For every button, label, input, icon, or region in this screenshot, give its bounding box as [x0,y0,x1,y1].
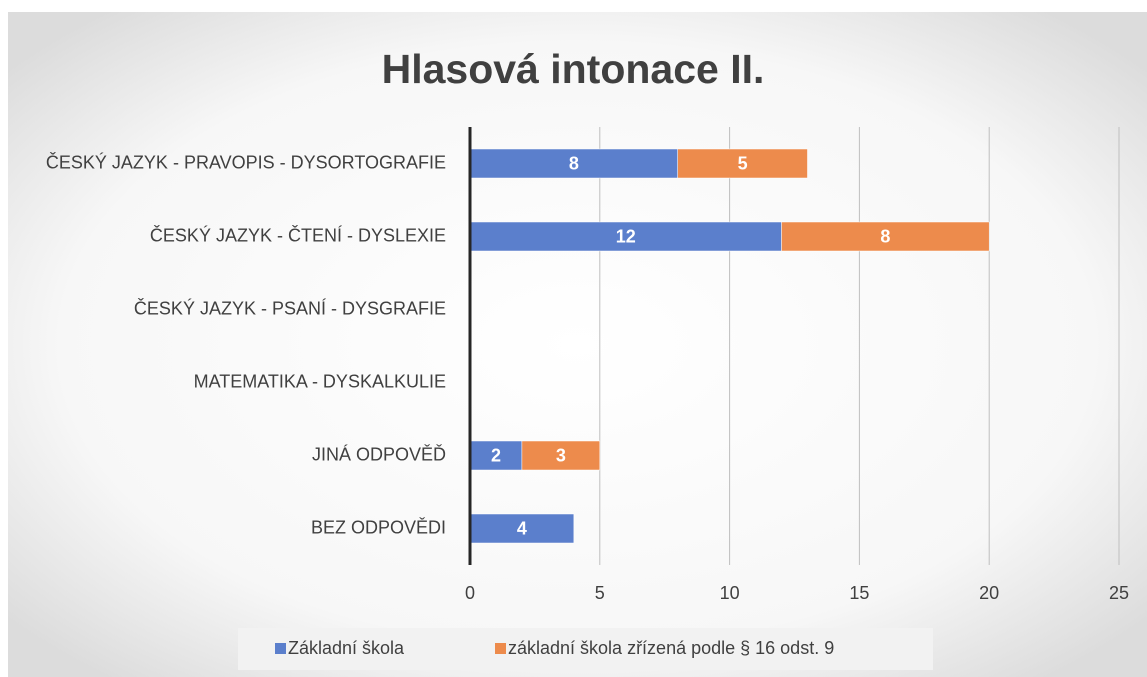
x-tick-label: 20 [979,583,999,603]
data-label: 4 [517,518,527,538]
x-tick-label: 15 [849,583,869,603]
y-tick-label: JINÁ ODPOVĚĎ [312,444,446,464]
y-tick-label: BEZ ODPOVĚDI [311,517,446,537]
bar [781,221,990,252]
y-tick-label: ČESKÝ JAZYK - PRAVOPIS - DYSORTOGRAFIE [46,151,446,172]
data-label: 2 [491,445,501,465]
legend-marker [495,643,506,654]
chart-background [8,12,1147,677]
bar [469,513,575,544]
legend-marker [275,643,286,654]
bar [469,221,782,252]
x-tick-label: 0 [465,583,475,603]
bar [469,440,523,471]
x-tick-label: 10 [720,583,740,603]
legend-label: základní škola zřízená podle § 16 odst. … [508,638,834,658]
bar [521,440,601,471]
data-label: 5 [738,153,748,173]
legend-box [238,628,933,670]
data-label: 8 [880,226,890,246]
y-tick-label: ČESKÝ JAZYK - PSANÍ - DYSGRAFIE [134,297,446,318]
y-tick-label: MATEMATIKA - DYSKALKULIE [194,371,446,391]
bar [677,148,808,179]
y-tick-label: ČESKÝ JAZYK - ČTENÍ - DYSLEXIE [150,224,446,245]
legend-label: Základní škola [288,638,405,658]
data-label: 12 [616,226,636,246]
chart-title: Hlasová intonace II. [382,46,765,92]
data-label: 8 [569,153,579,173]
x-tick-label: 5 [595,583,605,603]
x-tick-label: 25 [1109,583,1129,603]
data-label: 3 [556,445,566,465]
